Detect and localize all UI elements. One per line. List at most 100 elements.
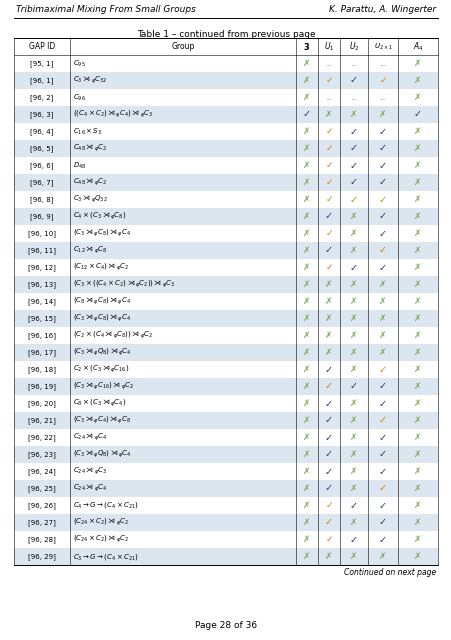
Text: ✗: ✗ bbox=[303, 331, 310, 340]
Text: ✓: ✓ bbox=[325, 501, 332, 510]
Bar bbox=[14, 310, 437, 327]
Text: ✓: ✓ bbox=[378, 381, 386, 392]
Bar bbox=[14, 208, 437, 225]
Text: [96, 2]: [96, 2] bbox=[30, 94, 54, 101]
Text: ✓: ✓ bbox=[378, 262, 386, 273]
Text: ✗: ✗ bbox=[303, 416, 310, 425]
Text: ✗: ✗ bbox=[413, 297, 421, 306]
Text: [96, 12]: [96, 12] bbox=[28, 264, 56, 271]
Text: ✗: ✗ bbox=[303, 501, 310, 510]
Text: ✗: ✗ bbox=[303, 348, 310, 357]
Text: $(C_2 \times (C_4 \rtimes_{\varphi} C_8)) \rtimes_{\varphi} C_2$: $(C_2 \times (C_4 \rtimes_{\varphi} C_8)… bbox=[73, 330, 153, 341]
Text: ✗: ✗ bbox=[378, 110, 386, 119]
Text: ✓: ✓ bbox=[325, 178, 332, 187]
Text: ✓: ✓ bbox=[378, 143, 386, 154]
Text: $C_{16} \times S_3$: $C_{16} \times S_3$ bbox=[73, 126, 102, 136]
Text: ✗: ✗ bbox=[325, 280, 332, 289]
Text: ✓: ✓ bbox=[324, 449, 332, 460]
Text: [96, 16]: [96, 16] bbox=[28, 332, 56, 339]
Text: ✗: ✗ bbox=[413, 416, 421, 425]
Text: ✓: ✓ bbox=[349, 127, 357, 136]
Text: ✓: ✓ bbox=[324, 415, 332, 426]
Bar bbox=[14, 140, 437, 157]
Text: $D_{48}$: $D_{48}$ bbox=[73, 161, 86, 171]
Text: ✗: ✗ bbox=[325, 297, 332, 306]
Text: ✗: ✗ bbox=[350, 450, 357, 459]
Text: $(C_3 \rtimes_{\varphi} Q_8) \rtimes_{\varphi} C_4$: $(C_3 \rtimes_{\varphi} Q_8) \rtimes_{\v… bbox=[73, 449, 131, 460]
Text: [96, 4]: [96, 4] bbox=[30, 128, 54, 135]
Text: $U_1$: $U_1$ bbox=[323, 40, 333, 52]
Text: ✓: ✓ bbox=[325, 144, 332, 153]
Text: ✗: ✗ bbox=[303, 484, 310, 493]
Bar bbox=[14, 378, 437, 395]
Bar bbox=[14, 242, 437, 259]
Text: ✗: ✗ bbox=[350, 331, 357, 340]
Bar bbox=[14, 72, 437, 89]
Text: ✓: ✓ bbox=[349, 161, 357, 170]
Text: ✗: ✗ bbox=[413, 433, 421, 442]
Text: [96, 13]: [96, 13] bbox=[28, 281, 56, 288]
Text: $C_{96}$: $C_{96}$ bbox=[73, 92, 86, 102]
Bar bbox=[14, 106, 437, 123]
Text: [96, 3]: [96, 3] bbox=[30, 111, 54, 118]
Text: $(C_8 \rtimes_{\varphi} C_8) \rtimes_{\varphi} C_4$: $(C_8 \rtimes_{\varphi} C_8) \rtimes_{\v… bbox=[73, 296, 131, 307]
Bar bbox=[14, 259, 437, 276]
Text: ✗: ✗ bbox=[303, 144, 310, 153]
Text: ✗: ✗ bbox=[303, 178, 310, 187]
Text: ✓: ✓ bbox=[325, 229, 332, 238]
Text: ✓: ✓ bbox=[324, 365, 332, 374]
Text: ✗: ✗ bbox=[350, 297, 357, 306]
Text: ✓: ✓ bbox=[325, 127, 332, 136]
Text: ✓: ✓ bbox=[378, 518, 386, 527]
Text: [96, 14]: [96, 14] bbox=[28, 298, 56, 305]
Text: ✗: ✗ bbox=[303, 229, 310, 238]
Text: ✓: ✓ bbox=[302, 109, 310, 120]
Text: ✗: ✗ bbox=[303, 280, 310, 289]
Text: ✗: ✗ bbox=[413, 518, 421, 527]
Text: ✗: ✗ bbox=[350, 399, 357, 408]
Text: ✓: ✓ bbox=[349, 381, 357, 392]
Text: ✗: ✗ bbox=[325, 331, 332, 340]
Text: [96, 22]: [96, 22] bbox=[28, 434, 56, 441]
Text: Group: Group bbox=[171, 42, 194, 51]
Bar bbox=[14, 548, 437, 565]
Text: ✓: ✓ bbox=[349, 76, 357, 86]
Text: ✗: ✗ bbox=[378, 348, 386, 357]
Text: $(C_3 \rtimes_{\varphi} C_8) \rtimes_{\varphi} C_4$: $(C_3 \rtimes_{\varphi} C_8) \rtimes_{\v… bbox=[73, 228, 131, 239]
Text: ✗: ✗ bbox=[413, 348, 421, 357]
Text: ✗: ✗ bbox=[350, 280, 357, 289]
Text: ✓: ✓ bbox=[378, 399, 386, 408]
Text: ✗: ✗ bbox=[413, 484, 421, 493]
Text: $(C_3 \rtimes_{\varphi} Q_8) \rtimes_{\varphi} C_4$: $(C_3 \rtimes_{\varphi} Q_8) \rtimes_{\v… bbox=[73, 347, 131, 358]
Text: ✗: ✗ bbox=[378, 314, 386, 323]
Text: ✗: ✗ bbox=[413, 127, 421, 136]
Bar bbox=[14, 463, 437, 480]
Text: ✗: ✗ bbox=[350, 552, 357, 561]
Bar bbox=[14, 276, 437, 293]
Text: ✓: ✓ bbox=[378, 76, 386, 85]
Text: ✗: ✗ bbox=[413, 212, 421, 221]
Bar bbox=[14, 225, 437, 242]
Text: ✓: ✓ bbox=[325, 161, 332, 170]
Text: ✓: ✓ bbox=[324, 483, 332, 493]
Text: [96, 19]: [96, 19] bbox=[28, 383, 56, 390]
Text: ✗: ✗ bbox=[413, 280, 421, 289]
Text: $C_3 \rtimes_{\varphi} Q_{32}$: $C_3 \rtimes_{\varphi} Q_{32}$ bbox=[73, 194, 107, 205]
Text: ✗: ✗ bbox=[303, 93, 310, 102]
Text: ✗: ✗ bbox=[378, 552, 386, 561]
Text: GAP ID: GAP ID bbox=[29, 42, 55, 51]
Text: [96, 25]: [96, 25] bbox=[28, 485, 56, 492]
Text: ✓: ✓ bbox=[325, 263, 332, 272]
Text: ✓: ✓ bbox=[324, 467, 332, 477]
Text: ✗: ✗ bbox=[303, 365, 310, 374]
Text: ✗: ✗ bbox=[350, 467, 357, 476]
Bar bbox=[14, 429, 437, 446]
Text: $(C_3 \rtimes_{\varphi} C_4) \rtimes_{\varphi} C_8$: $(C_3 \rtimes_{\varphi} C_4) \rtimes_{\v… bbox=[73, 415, 131, 426]
Text: ✗: ✗ bbox=[350, 365, 357, 374]
Text: ✗: ✗ bbox=[413, 399, 421, 408]
Text: ✗: ✗ bbox=[303, 263, 310, 272]
Text: ...: ... bbox=[350, 59, 357, 68]
Text: $C_3 \rtimes_{\varphi} C_{32}$: $C_3 \rtimes_{\varphi} C_{32}$ bbox=[73, 75, 107, 86]
Text: ✓: ✓ bbox=[378, 127, 386, 136]
Text: ✗: ✗ bbox=[350, 110, 357, 119]
